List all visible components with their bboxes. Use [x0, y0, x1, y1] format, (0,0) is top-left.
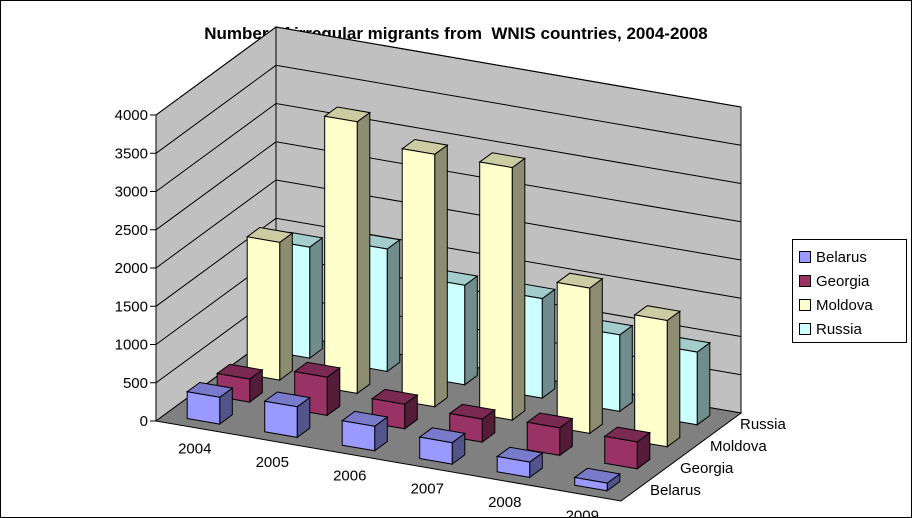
x-tick-label: 2007: [411, 481, 444, 498]
bar-side: [589, 277, 603, 435]
bar-georgia-2008: [525, 412, 574, 457]
bars: [185, 106, 712, 492]
bar-belarus-2008: [495, 446, 544, 479]
bar-belarus-2007: [418, 427, 467, 466]
gridline: [155, 64, 742, 154]
y-tick-label: 3000: [115, 184, 148, 201]
bar-georgia-2009: [603, 426, 652, 470]
y-tick-label: 4000: [115, 107, 148, 124]
gridline: [155, 179, 742, 269]
bar-front: [324, 115, 358, 394]
bar-belarus-2006: [340, 410, 389, 452]
bar-front: [604, 435, 638, 470]
bar-front: [401, 148, 436, 408]
bar-belarus-2005: [263, 391, 312, 439]
gridline: [155, 141, 742, 231]
bar-moldova-2007: [478, 152, 527, 422]
x-tick-label: 2006: [333, 467, 366, 484]
bar-front: [419, 436, 453, 465]
bar-side: [356, 111, 371, 395]
depth-tick-label: Georgia: [680, 460, 734, 477]
x-tick-label: 2009: [566, 507, 599, 517]
bar-moldova-2008: [555, 272, 604, 435]
depth-tick-label: Belarus: [650, 482, 701, 499]
x-tick-label: 2004: [178, 441, 211, 458]
bar-moldova-2005: [323, 106, 372, 395]
bar-belarus-2004: [185, 381, 234, 426]
bar-front: [246, 236, 281, 381]
bar-side: [541, 288, 556, 400]
bar-side: [511, 157, 526, 422]
bar-side: [464, 275, 478, 386]
legend-swatch: [799, 275, 811, 287]
legend-swatch: [799, 299, 811, 311]
bar-side: [279, 232, 293, 382]
depth-tick-label: Russia: [740, 416, 787, 433]
bar-front: [574, 476, 608, 492]
legend-item-belarus: Belarus: [799, 245, 906, 269]
y-tick-label: 1500: [115, 298, 148, 315]
y-tick-label: 500: [123, 375, 148, 392]
y-tick-label: 2000: [115, 260, 148, 277]
legend-label: Georgia: [816, 272, 870, 290]
bar-front: [264, 400, 298, 438]
legend-item-russia: Russia: [799, 317, 906, 341]
bar-belarus-2009: [573, 467, 622, 492]
bar-front: [526, 421, 561, 456]
bar-side: [666, 310, 681, 448]
bar-side: [619, 324, 633, 413]
legend-item-moldova: Moldova: [799, 293, 906, 317]
legend-item-georgia: Georgia: [799, 269, 906, 293]
bar-moldova-2009: [633, 305, 682, 448]
chart-legend: Belarus Georgia Moldova Russia: [792, 239, 907, 343]
bar-front: [341, 420, 376, 452]
bar-side: [386, 238, 401, 373]
legend-label: Russia: [816, 320, 862, 338]
gridline: [155, 26, 742, 116]
bar-moldova-2004: [245, 226, 294, 382]
legend-swatch: [799, 323, 811, 335]
bar-side: [434, 144, 448, 408]
y-tick-label: 2500: [115, 222, 148, 239]
bar-side: [696, 341, 711, 426]
y-tick-label: 1000: [115, 337, 148, 354]
bar-side: [309, 236, 323, 360]
y-tick-label: 0: [140, 413, 148, 430]
gridline: [155, 102, 742, 192]
x-tick-label: 2008: [488, 494, 521, 511]
y-tick-label: 3500: [115, 145, 148, 162]
gridline: [155, 217, 742, 307]
bar-front: [186, 391, 221, 425]
bar-front: [556, 281, 591, 434]
bar-moldova-2006: [400, 138, 449, 408]
legend-label: Moldova: [816, 296, 873, 314]
depth-tick-label: Moldova: [710, 438, 767, 455]
bar-front: [496, 455, 531, 478]
bar-georgia-2007: [448, 403, 497, 444]
legend-label: Belarus: [816, 248, 867, 266]
legend-swatch: [799, 251, 811, 263]
x-tick-label: 2005: [256, 454, 289, 471]
bar-front: [634, 314, 668, 448]
bar-front: [479, 161, 513, 421]
